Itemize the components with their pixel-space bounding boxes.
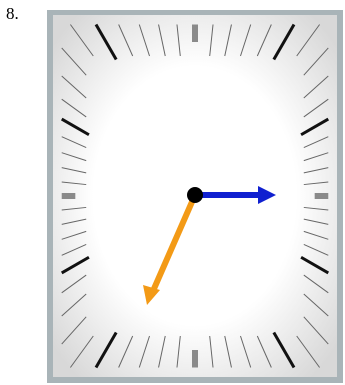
- clock: [0, 0, 345, 385]
- page: 8. (() => { const data = JSON.parse(docu…: [0, 0, 345, 385]
- clock-center: [187, 187, 203, 203]
